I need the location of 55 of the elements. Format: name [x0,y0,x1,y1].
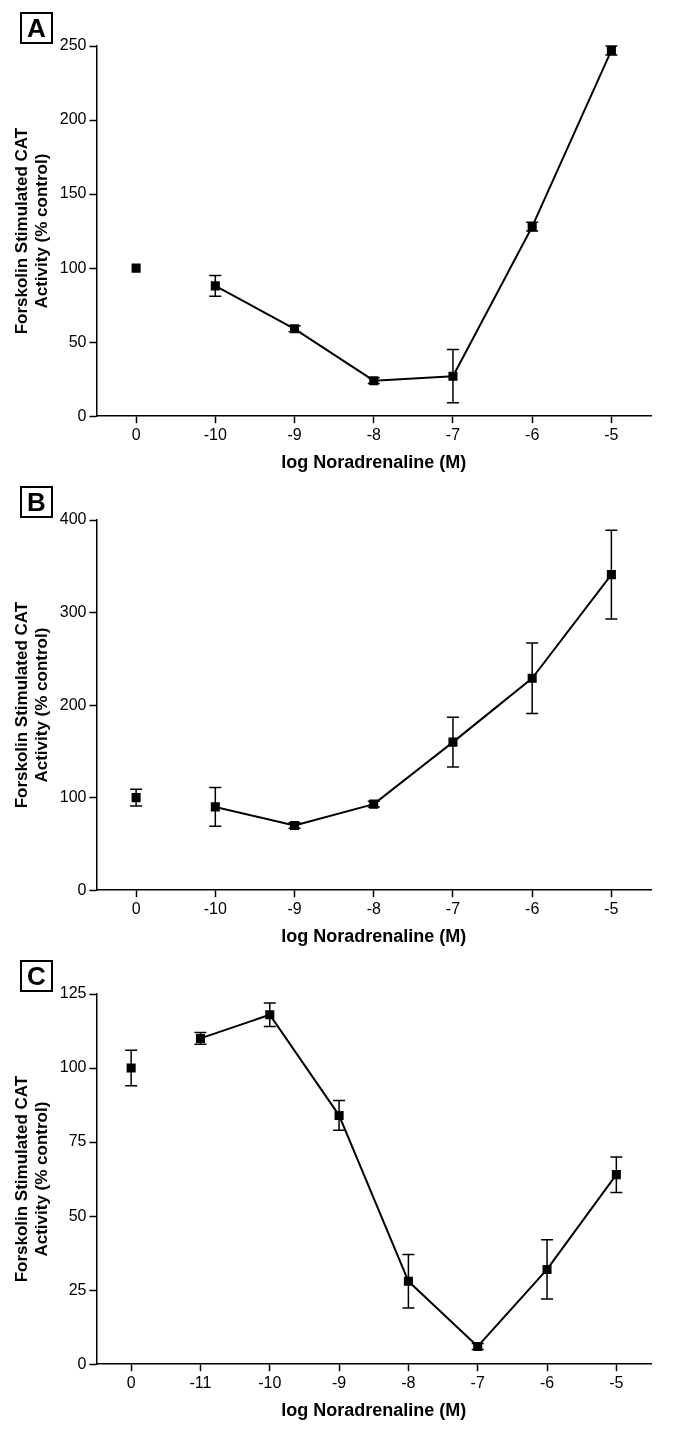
y-tick-label: 150 [59,184,87,202]
x-axis-title: log Noradrenaline (M) [281,452,467,473]
y-tick-label: 50 [68,1206,87,1224]
chart-title: C [20,960,53,992]
y-tick-label: 100 [59,788,87,806]
point [542,1264,552,1274]
y-tick-label: 300 [59,602,87,620]
point [131,263,141,273]
x-tick-label: 0 [131,426,141,444]
y-tick-label: 50 [68,332,87,350]
x-axis-title: log Noradrenaline (M) [281,1400,467,1421]
y-tick-label: 0 [77,880,87,898]
y-tick-label: 100 [59,1058,87,1076]
point [403,1276,413,1286]
y-axis-title: Forskolin Stimulated CAT Activity (% control) [11,127,52,335]
point [210,802,220,812]
y-tick-label: 75 [68,1132,87,1150]
chart-title: B [20,486,53,518]
y-tick-label: 400 [59,510,87,528]
x-tick-label: -5 [609,1374,624,1392]
x-tick-label: -7 [445,426,461,444]
y-axis-title: Forskolin Stimulated CAT Activity (% control) [11,1075,52,1283]
chart-title: A [20,12,53,44]
x-tick-label: -6 [539,1374,555,1392]
x-tick-label: -9 [287,426,302,444]
x-tick-label: -7 [470,1374,485,1392]
point [210,281,220,291]
x-axis-title: log Noradrenaline (M) [281,926,467,947]
x-tick-label: -10 [203,426,227,444]
y-tick-label: 0 [77,1354,87,1372]
y-tick-label: 25 [68,1280,87,1298]
y-axis-title: Forskolin Stimulated CAT Activity (% control) [11,601,52,809]
y-tick-label: 200 [59,695,87,713]
x-tick-label: -6 [525,900,540,918]
point [611,1170,621,1180]
x-tick-label: -10 [258,1374,282,1392]
y-tick-label: 0 [77,406,87,424]
x-tick-label: -8 [366,900,381,918]
y-tick-label: 200 [59,110,87,128]
x-tick-label: -5 [604,426,619,444]
x-tick-label: -11 [189,1374,212,1392]
y-tick-label: 250 [59,36,87,54]
x-tick-label: -6 [525,426,540,444]
y-tick-label: 100 [59,258,87,276]
x-tick-label: 0 [131,900,141,918]
y-tick-label: 125 [59,984,87,1002]
point [606,570,616,580]
x-tick-label: -10 [203,900,227,918]
x-tick-label: -9 [331,1374,347,1392]
x-tick-label: -5 [604,900,619,918]
x-tick-label: -7 [445,900,461,918]
x-tick-label: -8 [401,1374,416,1392]
x-tick-label: -8 [366,426,381,444]
x-tick-label: 0 [126,1374,136,1392]
x-tick-label: -9 [287,900,302,918]
